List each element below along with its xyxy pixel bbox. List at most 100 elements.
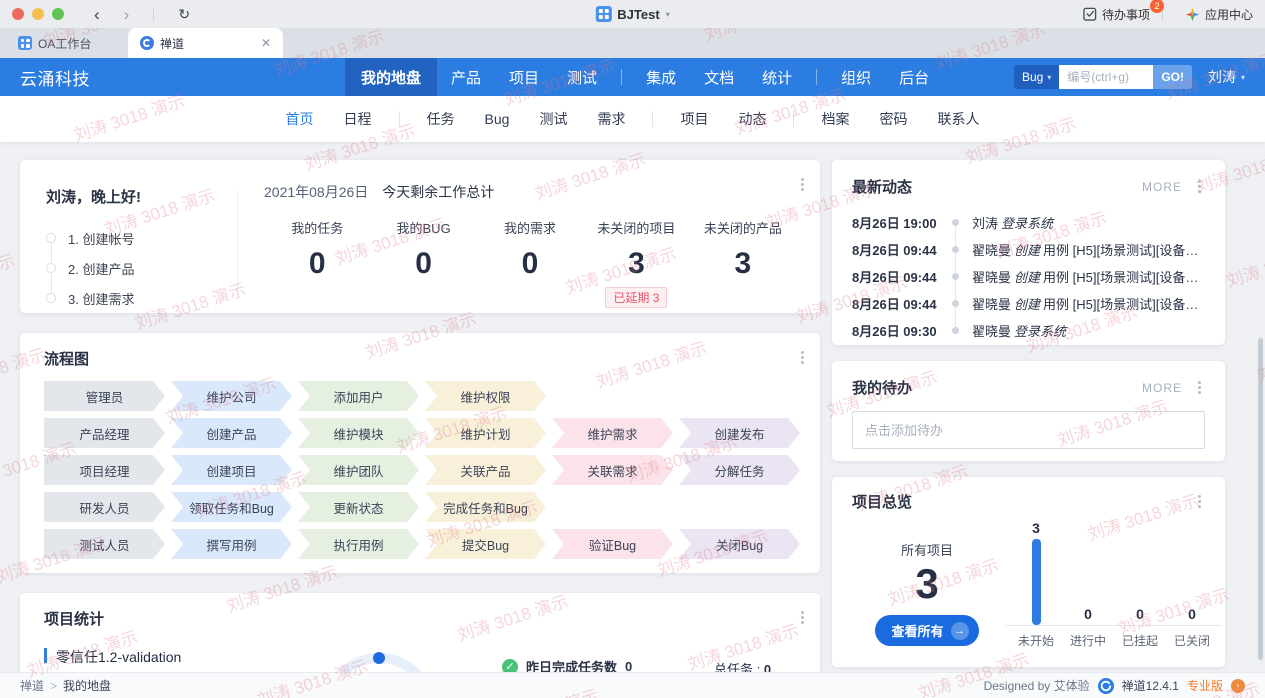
subnav-item-bug[interactable]: Bug	[484, 111, 510, 127]
maximize-window-button[interactable]	[52, 8, 64, 20]
nav-item-admin[interactable]: 后台	[899, 69, 930, 87]
dynamic-text[interactable]: 刘涛 登录系统	[972, 216, 1054, 231]
subnav-item-story[interactable]: 需求	[597, 111, 626, 127]
card-menu-icon[interactable]	[797, 347, 808, 368]
back-icon[interactable]: ‹	[94, 4, 100, 24]
bar	[1031, 539, 1041, 625]
search-input[interactable]	[1059, 65, 1154, 89]
nav-item-test[interactable]: 测试	[567, 69, 598, 87]
subnav-item-home[interactable]: 首页	[285, 111, 314, 127]
step-label: 3. 创建需求	[68, 291, 135, 307]
card-menu-icon[interactable]	[1194, 176, 1205, 197]
flow-node: 维护计划	[425, 418, 546, 448]
edition-link[interactable]: 专业版	[1186, 679, 1223, 693]
stat-value[interactable]: 0	[521, 247, 539, 280]
more-link[interactable]: MORE	[1142, 380, 1182, 395]
subnav-item-project[interactable]: 项目	[680, 111, 709, 127]
bar-slot: 3	[1010, 520, 1062, 625]
step-label: 1. 创建帐号	[68, 231, 135, 247]
chevron-down-icon: ▾	[1047, 72, 1052, 82]
onboarding-steps: 1. 创建帐号 2. 创建产品 3. 创建需求	[46, 223, 238, 313]
main-menu: 我的地盘 产品 项目 测试 集成 文档 统计 组织 后台	[345, 58, 943, 96]
nav-item-my-dashboard[interactable]: 我的地盘	[345, 58, 438, 96]
tab-oa-workbench[interactable]: OA工作台	[6, 28, 128, 58]
flow-row-tester: 测试人员 撰写用例 执行用例 提交Bug 验证Bug 关闭Bug	[44, 529, 796, 559]
view-all-label: 查看所有	[891, 624, 944, 640]
search-type-dropdown[interactable]: Bug ▾	[1013, 65, 1060, 89]
stat-value[interactable]: 3	[628, 247, 645, 280]
close-window-button[interactable]	[12, 8, 24, 20]
forward-icon[interactable]: ›	[123, 4, 130, 24]
subnav-item-contacts[interactable]: 联系人	[937, 111, 980, 127]
more-link[interactable]: MORE	[1142, 179, 1182, 194]
app-grid-icon	[595, 6, 612, 22]
app-center-button[interactable]: 应用中心	[1185, 6, 1253, 23]
subnav-item-calendar[interactable]: 日程	[343, 111, 372, 127]
flow-row-product-manager: 产品经理 创建产品 维护模块 维护计划 维护需求 创建发布	[44, 418, 796, 448]
scrollbar-thumb[interactable]	[1258, 338, 1263, 660]
version-text[interactable]: 禅道12.4.1	[1121, 679, 1179, 693]
bar-category-label: 已挂起	[1121, 634, 1158, 648]
flow-node: 维护团队	[298, 455, 419, 485]
nav-item-product[interactable]: 产品	[451, 69, 482, 87]
upgrade-icon[interactable]: ↑	[1231, 678, 1245, 693]
subnav-item-test[interactable]: 测试	[539, 111, 568, 127]
step-label: 2. 创建产品	[68, 261, 135, 277]
reload-icon[interactable]: ↻	[178, 5, 191, 22]
step-create-product[interactable]: 2. 创建产品	[46, 253, 238, 283]
nav-item-project[interactable]: 项目	[509, 69, 540, 87]
stat-value[interactable]: 0	[308, 247, 326, 280]
subnav-item-profile[interactable]: 档案	[821, 111, 850, 127]
stat-value[interactable]: 0	[415, 247, 432, 280]
step-create-story[interactable]: 3. 创建需求	[46, 283, 238, 313]
flow-node: 关联产品	[425, 455, 546, 485]
timeline-dot-icon	[952, 273, 959, 280]
dynamic-text[interactable]: 翟晓曼 登录系统	[972, 324, 1067, 339]
card-menu-icon[interactable]	[1194, 491, 1205, 512]
card-menu-icon[interactable]	[1194, 377, 1205, 398]
flow-node: 维护模块	[298, 418, 419, 448]
timeline-dot-icon	[952, 300, 959, 307]
subnav-item-dynamic[interactable]: 动态	[738, 111, 767, 127]
view-all-button[interactable]: 查看所有 →	[875, 615, 979, 647]
flow-row-developer: 研发人员 领取任务和Bug 更新状态 完成任务和Bug	[44, 492, 796, 522]
latest-dynamics-card: 最新动态 MORE 8月26日 19:00 刘涛 登录系统 8月26日 09:44…	[832, 160, 1225, 345]
step-create-account[interactable]: 1. 创建帐号	[46, 223, 238, 253]
tab-zentao[interactable]: 禅道 ✕	[128, 28, 283, 58]
brand-logo[interactable]: 云涌科技	[20, 69, 90, 89]
all-projects-value: 3	[915, 560, 939, 607]
close-icon[interactable]: ✕	[260, 36, 271, 50]
nav-item-integration[interactable]: 集成	[646, 69, 677, 87]
search-go-button[interactable]: GO!	[1153, 65, 1192, 89]
flow-node: 分解任务	[679, 455, 800, 485]
chevron-down-icon[interactable]: ▾	[665, 9, 670, 19]
user-menu[interactable]: 刘涛 ▾	[1208, 67, 1245, 87]
subnav-item-password[interactable]: 密码	[879, 111, 908, 127]
breadcrumb-app-link[interactable]: 禅道	[20, 679, 45, 693]
window-title-text: BJTest	[617, 6, 660, 22]
minimize-window-button[interactable]	[32, 8, 44, 20]
card-menu-icon[interactable]	[797, 607, 808, 628]
stat-value[interactable]: 3	[734, 247, 752, 280]
nav-item-doc[interactable]: 文档	[704, 69, 735, 87]
add-todo-input[interactable]	[852, 411, 1205, 449]
nav-item-report[interactable]: 统计	[762, 69, 793, 87]
flow-node: 产品经理	[44, 418, 165, 448]
main-navbar: 云涌科技 我的地盘 产品 项目 测试 集成 文档 统计 组织 后台 Bug ▾ …	[0, 58, 1265, 96]
nav-item-organization[interactable]: 组织	[841, 69, 872, 87]
todo-items-button[interactable]: 待办事项 2	[1083, 0, 1164, 23]
bar-slot: 0	[1114, 606, 1166, 625]
card-menu-icon[interactable]	[797, 174, 808, 195]
project-list-item[interactable]: 零信任1.2-validation	[44, 647, 284, 667]
window-title: BJTest ▾	[595, 6, 670, 22]
traffic-lights	[12, 8, 64, 20]
flow-node: 维护公司	[171, 381, 292, 411]
flow-row-admin: 管理员 维护公司 添加用户 维护权限	[44, 381, 796, 411]
flow-node: 关闭Bug	[679, 529, 800, 559]
subnav-item-task[interactable]: 任务	[426, 111, 455, 127]
card-title: 项目总览	[852, 494, 913, 511]
